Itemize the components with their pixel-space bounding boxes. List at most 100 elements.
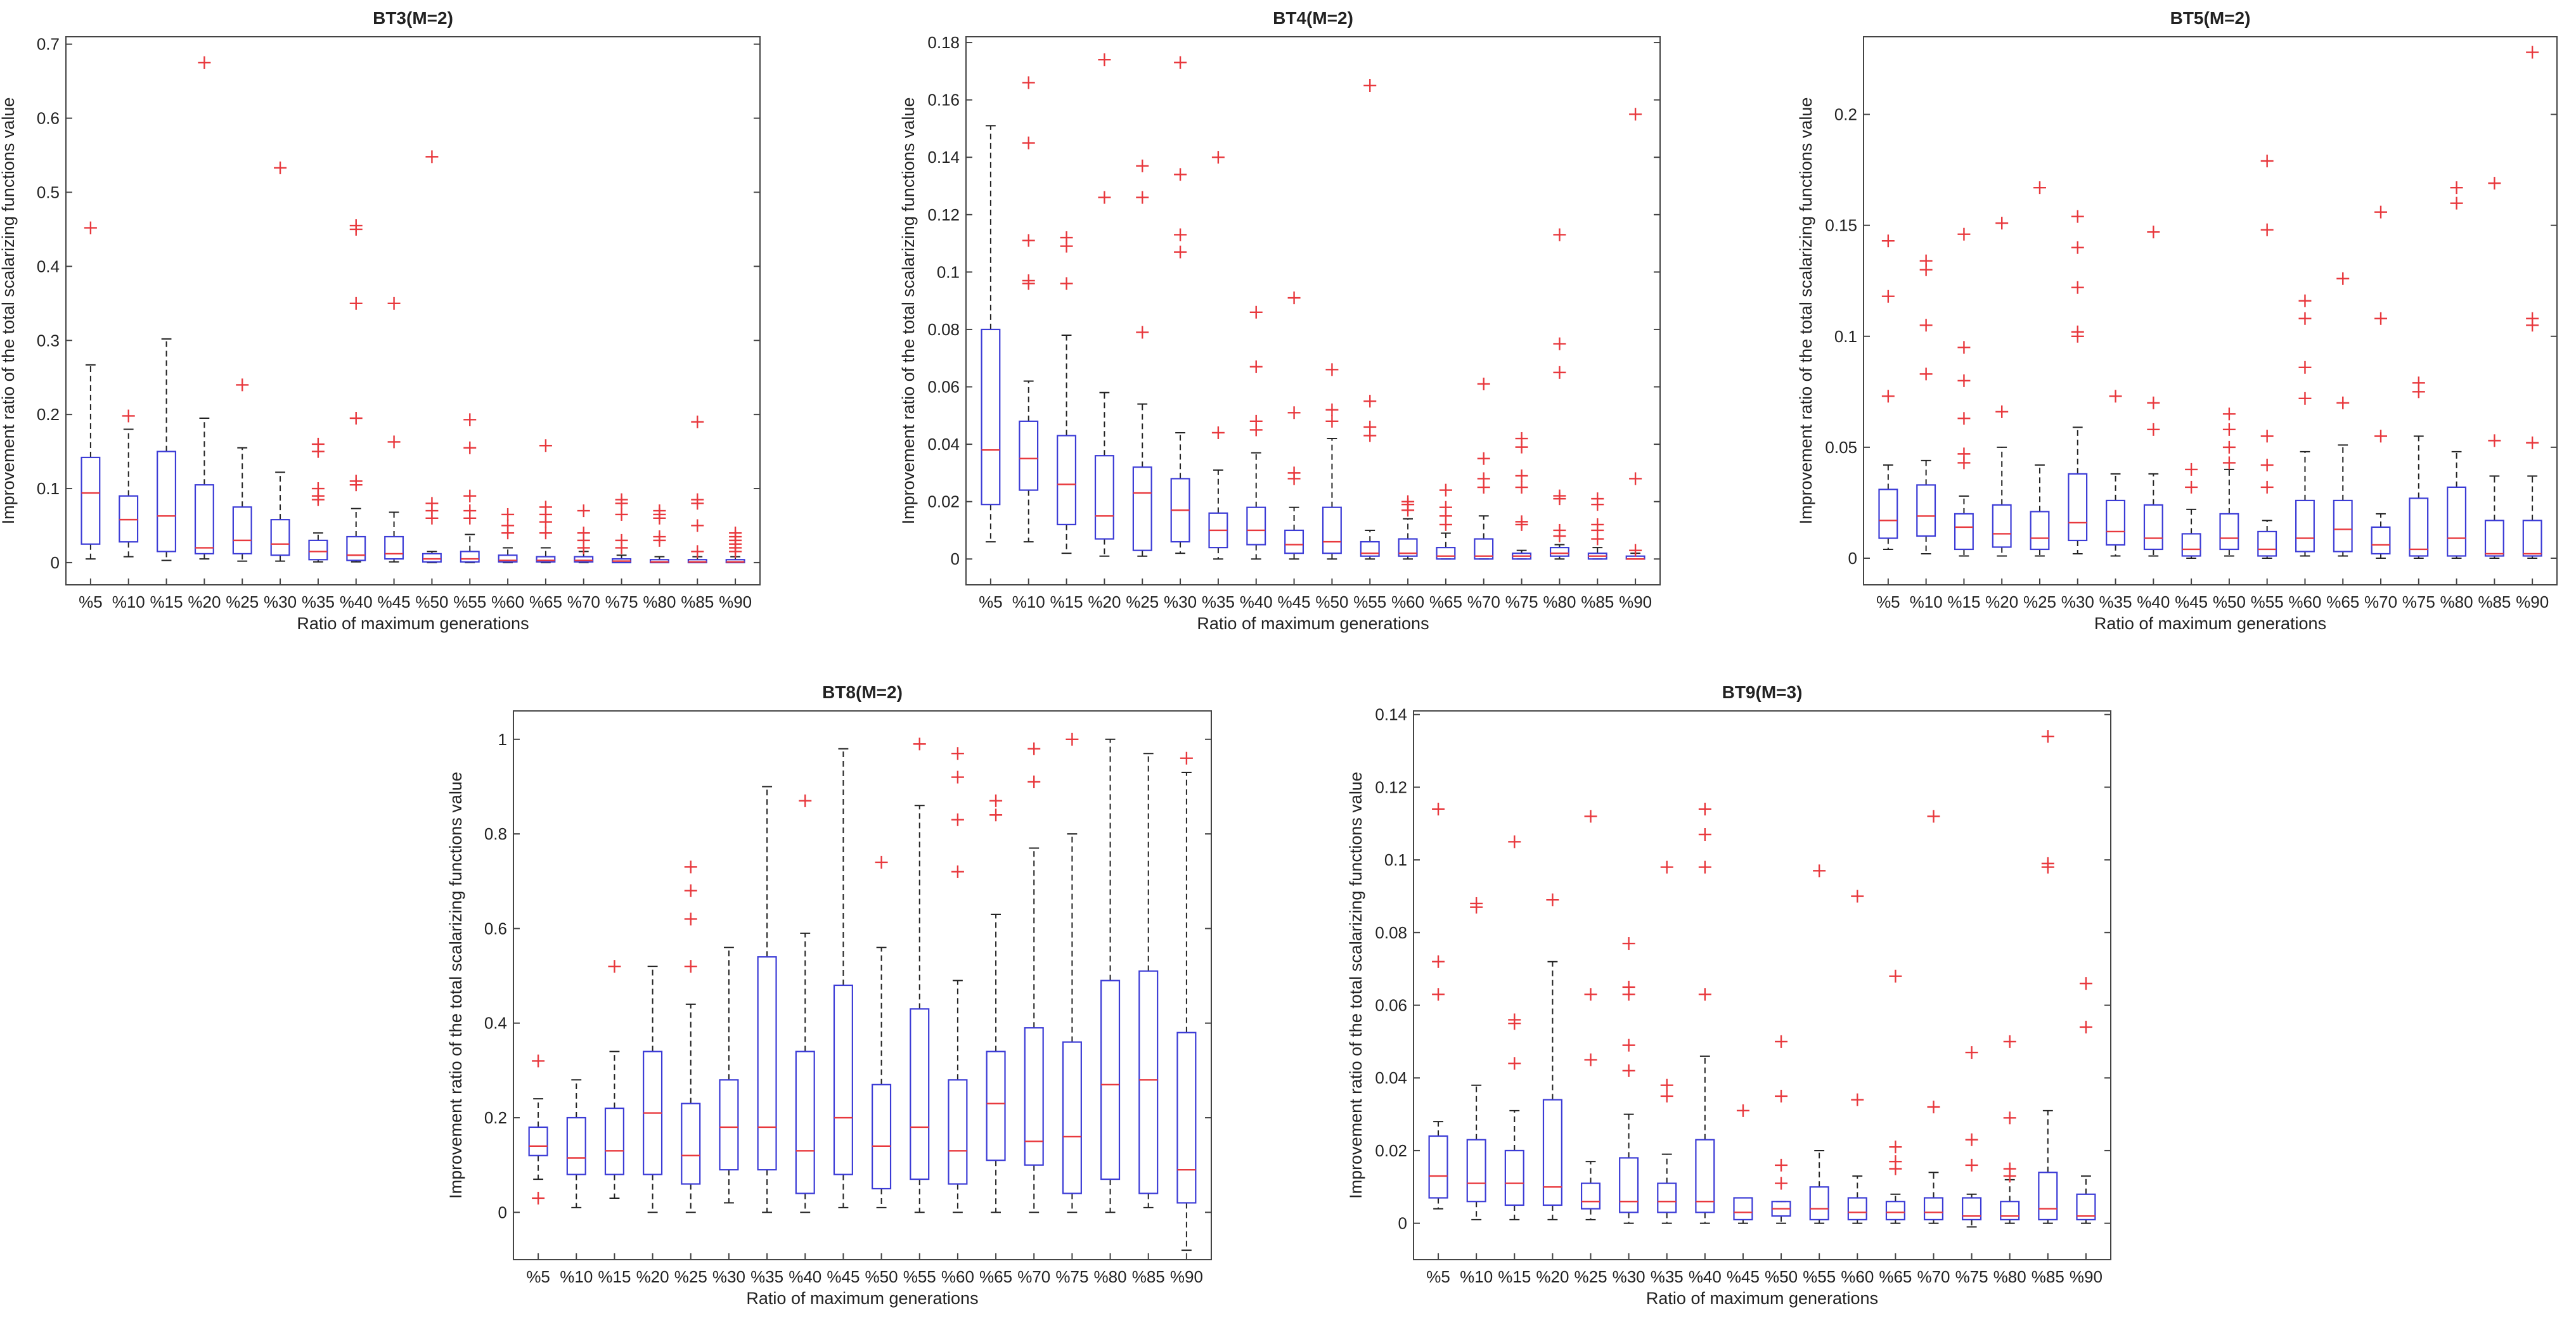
x-tick-label: %15 [598,1267,631,1286]
outlier-point [1919,368,1933,381]
x-tick-label: %75 [2402,592,2435,611]
outlier-point [2374,430,2388,443]
iqr-box [872,1083,892,1190]
outlier-point [653,504,666,518]
box-%60 [1398,495,1418,560]
outlier-point [1022,76,1035,89]
box-%35 [757,786,777,1213]
box-%50 [1322,363,1342,560]
x-tick-label: %15 [1947,592,1980,611]
x-tick-label: %65 [1879,1267,1912,1286]
x-tick-label: %20 [1088,592,1121,611]
outlier-point [1180,751,1193,765]
box-%40 [2143,226,2163,557]
iqr-box [1962,1197,1982,1221]
outlier-point [1249,305,1263,319]
y-tick-label: 0.14 [927,148,960,167]
outlier-point [2450,196,2463,210]
outlier-point [1591,518,1604,531]
outlier-point [1957,412,1971,425]
outlier-point [387,297,401,310]
iqr-box [1024,1027,1044,1166]
outlier-point [684,884,697,897]
chart-panel-2: 0 0.02 0.04 0.06 0.08 0.1 0.12 0.14 0.16 0.18 %5 %1… [899,8,1661,633]
x-tick-label: %80 [643,592,676,611]
box-%85 [2038,730,2058,1224]
x-tick-label: %25 [2023,592,2056,611]
outlier-point [951,770,964,784]
outlier-point [2147,396,2160,409]
iqr-box [1100,980,1121,1180]
box-%65 [2333,272,2353,557]
outlier-point [2298,294,2312,307]
outlier-point [1098,53,1111,67]
outlier-point [1325,363,1339,376]
iqr-box [2295,499,2315,553]
iqr-box [2181,533,2201,557]
outlier-point [501,508,515,521]
outlier-point [122,409,135,423]
box-%70 [1474,377,1494,560]
outlier-point [2041,730,2054,743]
box-%15 [1504,835,1524,1220]
outlier-point [1775,1177,1788,1190]
chart-title: BT5(M=2) [2170,8,2251,28]
iqr-box [346,535,366,561]
outlier-point [1553,228,1566,241]
box-%90 [2522,46,2542,559]
outlier-point [1287,406,1301,419]
outlier-point [951,813,964,826]
box-%5 [1428,802,1448,1210]
y-axis-label: Improvement ratio of the total scalarizi… [0,98,18,525]
y-tick-label: 0.12 [927,205,960,224]
box-%50 [1771,1035,1791,1224]
outlier-point [1622,1039,1635,1052]
outlier-point [1515,469,1528,482]
outlier-point [1584,1053,1597,1066]
iqr-box [1062,1041,1082,1194]
x-axis-label: Ratio of maximum generations [297,614,529,633]
outlier-point [2526,312,2539,325]
y-tick-label: 0.08 [927,320,960,339]
outlier-point [1919,319,1933,332]
outlier-point [1881,234,1895,248]
iqr-box [1019,420,1039,491]
y-tick-label: 0.8 [484,824,507,843]
iqr-box [2106,499,2125,546]
box-%25 [1132,159,1152,557]
outlier-point [425,497,439,510]
outlier-point [1508,1057,1521,1070]
outlier-point [2374,312,2388,325]
x-tick-label: %85 [2478,592,2511,611]
box-%60 [948,747,968,1213]
x-tick-label: %35 [1651,1267,1684,1286]
y-tick-label: 0 [1398,1214,1407,1233]
x-tick-label: %25 [1126,592,1159,611]
box-%30 [270,161,290,562]
box-%80 [649,504,669,564]
iqr-box [460,551,480,563]
outlier-point [463,413,477,426]
iqr-box [1695,1139,1715,1213]
y-tick-label: 0.7 [37,35,60,54]
x-tick-label: %5 [979,592,1003,611]
x-tick-label: %60 [491,592,524,611]
outlier-point [1022,234,1035,247]
outlier-point [1995,217,2009,230]
outlier-point [729,527,742,540]
outlier-point [1363,420,1377,433]
box-%35 [1657,860,1677,1224]
y-axis-label: Improvement ratio of the total scalarizi… [899,98,918,525]
outlier-point [653,530,666,544]
box-%20 [1992,217,2012,557]
outlier-point [1622,1064,1635,1077]
x-tick-label: %75 [1955,1267,1988,1286]
iqr-box [2219,513,2239,551]
box-%10 [1019,76,1039,543]
y-tick-label: 0.14 [1375,705,1407,724]
box-%75 [1962,1046,1982,1228]
x-tick-label: %90 [719,592,752,611]
x-tick-label: %40 [1240,592,1273,611]
iqr-box [2333,499,2353,553]
